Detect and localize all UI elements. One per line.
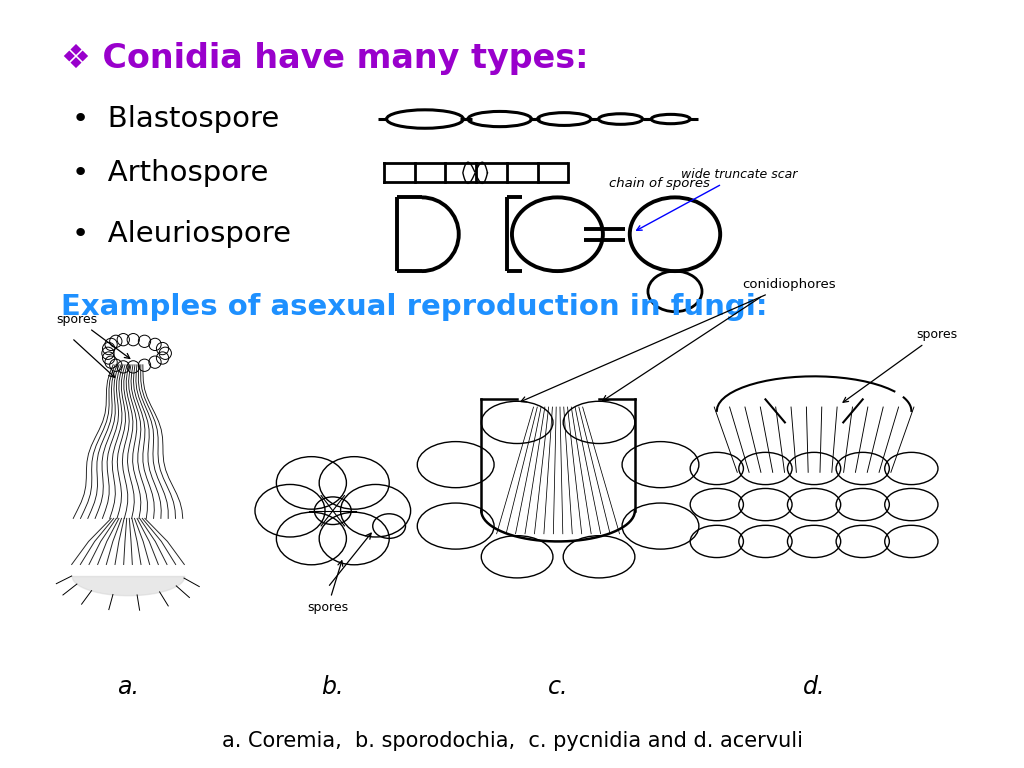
Text: c.: c. [548, 675, 568, 700]
Text: chain of spores: chain of spores [609, 177, 711, 190]
Text: d.: d. [803, 675, 825, 700]
Text: •  Arthospore: • Arthospore [72, 159, 268, 187]
Text: wide truncate scar: wide truncate scar [637, 168, 798, 230]
Text: b.: b. [322, 675, 344, 700]
Text: spores: spores [843, 328, 957, 402]
Text: •  Blastospore: • Blastospore [72, 105, 279, 133]
Text: •  Aleuriospore: • Aleuriospore [72, 220, 291, 248]
Text: Examples of asexual reproduction in fungi:: Examples of asexual reproduction in fung… [61, 293, 768, 321]
Text: ❖ Conidia have many types:: ❖ Conidia have many types: [61, 42, 589, 75]
Text: a. Coremia,  b. sporodochia,  c. pycnidia and d. acervuli: a. Coremia, b. sporodochia, c. pycnidia … [221, 731, 803, 751]
Text: spores: spores [307, 561, 348, 614]
Text: spores: spores [56, 313, 130, 359]
Text: a.: a. [117, 675, 139, 700]
Text: conidiophores: conidiophores [521, 278, 836, 402]
